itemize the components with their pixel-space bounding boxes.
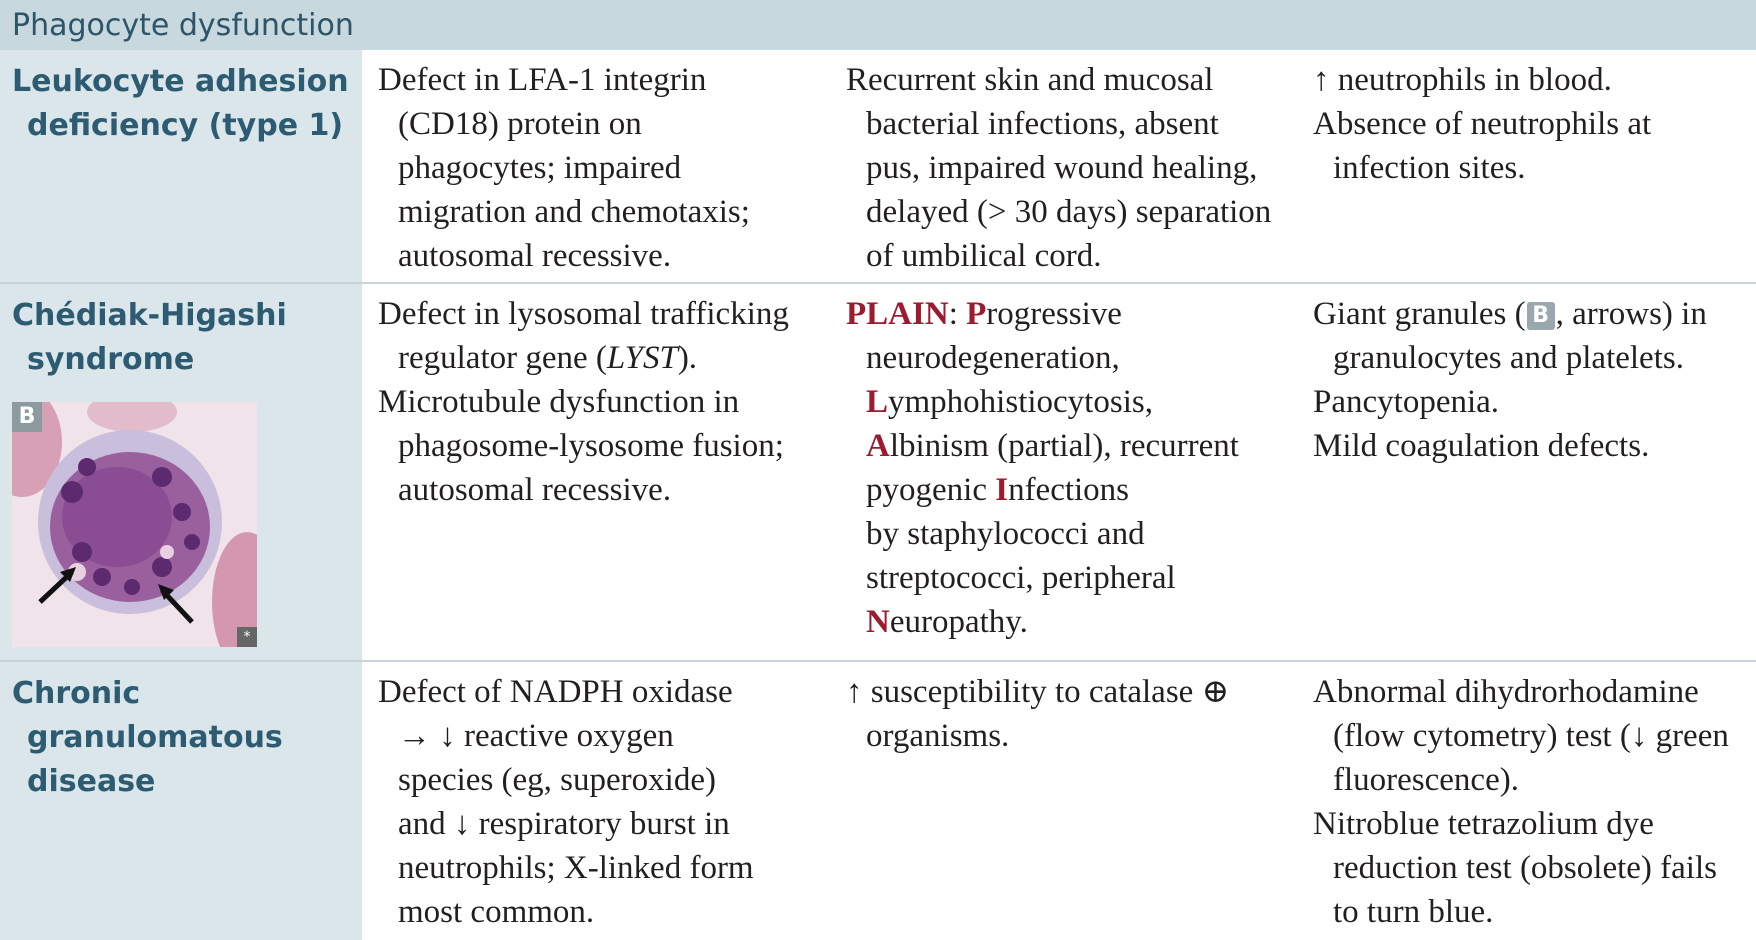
figure-b-ref-icon: B xyxy=(1526,302,1555,331)
presentation-cell: PLAIN: Progressive neurodegeneration, Ly… xyxy=(846,296,1239,640)
micrograph-image: B * xyxy=(12,402,257,647)
disease-name: Chédiak-Higashi syndrome xyxy=(12,298,287,377)
row-divider xyxy=(0,660,1756,662)
presentation-cell: ↑ susceptibility to catalase ⊕ organisms… xyxy=(846,674,1230,754)
findings-cell: ↑ neutrophils in blood. Absence of neutr… xyxy=(1313,62,1652,186)
table-row-cgd: Chronic granulomatous disease Defect of … xyxy=(0,662,1756,940)
disease-name-cell: Chronic granulomatous disease xyxy=(0,662,362,940)
granulocyte-micrograph xyxy=(12,402,257,647)
defect-cell: Defect of NADPH oxidase → ↓ reactive oxy… xyxy=(378,674,754,930)
figure-label: B xyxy=(12,402,42,432)
presentation-cell: Recurrent skin and mucosal bacterial inf… xyxy=(846,62,1272,274)
table-title: Phagocyte dysfunction xyxy=(12,8,354,43)
table-row-chediak-higashi: Chédiak-Higashi syndrome Defect in lysos… xyxy=(0,284,1756,660)
disease-name: Leukocyte adhesion deficiency (type 1) xyxy=(12,64,349,143)
copyright-icon: * xyxy=(237,627,257,647)
disease-name-cell: Leukocyte adhesion deficiency (type 1) xyxy=(0,50,362,282)
findings-cell: Giant granules (B, arrows) in granulocyt… xyxy=(1313,296,1707,464)
disease-name: Chronic granulomatous disease xyxy=(12,676,283,799)
mnemonic: PLAIN xyxy=(846,296,949,332)
table-header-bar: Phagocyte dysfunction xyxy=(0,0,1756,50)
findings-cell: Abnormal dihydrorhodamine (flow cytometr… xyxy=(1313,674,1729,930)
defect-cell: Defect in lysosomal trafficking regulato… xyxy=(378,296,789,508)
defect-cell: Defect in LFA-1 integrin (CD18) protein … xyxy=(378,62,750,274)
row-divider xyxy=(0,282,1756,284)
table-row-lad: Leukocyte adhesion deficiency (type 1) D… xyxy=(0,50,1756,282)
